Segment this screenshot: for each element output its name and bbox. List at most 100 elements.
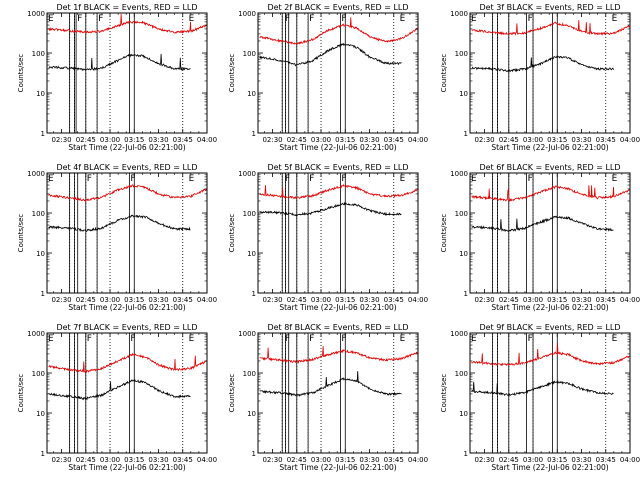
region-marker-e: E bbox=[400, 174, 406, 184]
x-tick-label: 04:00 bbox=[620, 296, 640, 304]
region-marker-f: F bbox=[285, 14, 290, 24]
region-marker-f: F bbox=[130, 334, 135, 344]
region-marker-f: F bbox=[528, 14, 533, 24]
x-axis-label: Start Time (22-Jul-06 02:21:00) bbox=[68, 303, 185, 312]
region-marker-e: E bbox=[400, 334, 406, 344]
y-tick-label: 10 bbox=[36, 90, 45, 98]
x-tick-label: 04:00 bbox=[197, 136, 217, 144]
y-tick-label: 1000 bbox=[27, 170, 45, 178]
region-marker-f: F bbox=[87, 174, 92, 184]
y-tick-label: 100 bbox=[455, 370, 468, 378]
y-tick-label: 10 bbox=[459, 410, 468, 418]
y-tick-label: 1 bbox=[464, 450, 468, 458]
region-marker-f: F bbox=[309, 334, 314, 344]
y-tick-label: 1 bbox=[464, 130, 468, 138]
y-tick-label: 10 bbox=[459, 250, 468, 258]
region-marker-f: F bbox=[309, 14, 314, 24]
events-series-line bbox=[260, 371, 402, 396]
x-axis-label: Start Time (22-Jul-06 02:21:00) bbox=[491, 303, 608, 312]
panel-det-6: Det 6f BLACK = Events, RED = LLDE F E11010… bbox=[440, 163, 640, 312]
y-axis-label: Counts/sec bbox=[440, 374, 448, 413]
y-tick-label: 100 bbox=[243, 370, 256, 378]
panel-title: Det 6f BLACK = Events, RED = LLD bbox=[479, 163, 620, 172]
y-tick-label: 1000 bbox=[27, 330, 45, 338]
lld-series-line bbox=[472, 185, 630, 201]
x-tick-label: 04:00 bbox=[197, 296, 217, 304]
lld-series-line bbox=[260, 17, 418, 44]
y-tick-label: 10 bbox=[247, 410, 256, 418]
y-axis-label: Counts/sec bbox=[17, 374, 25, 413]
x-tick-label: 04:00 bbox=[620, 456, 640, 464]
x-axis-label: Start Time (22-Jul-06 02:21:00) bbox=[491, 143, 608, 152]
region-marker-f: F bbox=[130, 174, 135, 184]
region-marker-f: F bbox=[98, 14, 103, 24]
x-axis-label: Start Time (22-Jul-06 02:21:00) bbox=[68, 463, 185, 472]
lld-series-line bbox=[49, 185, 207, 201]
region-marker-f: F bbox=[285, 174, 290, 184]
panel-det-2: Det 2f BLACK = Events, RED = LLD F F F E 1 10 1… bbox=[228, 3, 428, 152]
events-series-line bbox=[260, 203, 402, 216]
panel-det-7: Det 7f BLACK = Events, RED = LLDE F F E1101… bbox=[17, 323, 217, 472]
y-tick-label: 100 bbox=[243, 210, 256, 218]
panel-title: Det 8f BLACK = Events, RED = LLD bbox=[267, 323, 408, 332]
region-marker-f: F bbox=[528, 174, 533, 184]
x-tick-label: 04:00 bbox=[408, 456, 428, 464]
region-marker-f: F bbox=[341, 334, 346, 344]
y-tick-label: 1 bbox=[41, 130, 45, 138]
x-tick-label: 04:00 bbox=[197, 456, 217, 464]
lld-series-line bbox=[49, 354, 207, 373]
panel-title: Det 5f BLACK = Events, RED = LLD bbox=[267, 163, 408, 172]
region-marker-e: E bbox=[400, 14, 406, 24]
region-marker-e: E bbox=[189, 334, 195, 344]
y-tick-label: 10 bbox=[247, 90, 256, 98]
y-axis-label: Counts/sec bbox=[228, 214, 236, 253]
panel-title: Det 9f BLACK = Events, RED = LLD bbox=[479, 323, 620, 332]
region-marker-f: F bbox=[341, 174, 346, 184]
region-marker-e: E bbox=[612, 14, 618, 24]
panel-det-5: Det 5f BLACK = Events, RED = LLDF F F E1101… bbox=[228, 163, 428, 312]
x-axis-label: Start Time (22-Jul-06 02:21:00) bbox=[68, 143, 185, 152]
y-tick-label: 1000 bbox=[450, 170, 468, 178]
x-axis-label: Start Time (22-Jul-06 02:21:00) bbox=[279, 143, 396, 152]
panel-title: Det 2f BLACK = Events, RED = LLD bbox=[267, 3, 408, 12]
y-tick-label: 100 bbox=[455, 210, 468, 218]
panel-det-8: Det 8f BLACK = Events, RED = LLD F F F E 1 10 1… bbox=[228, 323, 428, 472]
region-marker-f: F bbox=[87, 334, 92, 344]
y-tick-label: 100 bbox=[32, 370, 45, 378]
region-marker-e: E bbox=[189, 174, 195, 184]
region-marker-f: F bbox=[77, 14, 82, 24]
x-axis-label: Start Time (22-Jul-06 02:21:00) bbox=[491, 463, 608, 472]
x-tick-label: 04:00 bbox=[408, 136, 428, 144]
panel-det-4: Det 4f BLACK = Events, RED = LLDE F F E1101… bbox=[17, 163, 217, 312]
y-tick-label: 10 bbox=[36, 250, 45, 258]
y-tick-label: 1 bbox=[41, 290, 45, 298]
y-tick-label: 1000 bbox=[238, 170, 256, 178]
y-axis-label: Counts/sec bbox=[228, 374, 236, 413]
panel-det-9: Det 9f BLACK = Events, RED = LLDE F E11010… bbox=[440, 323, 640, 472]
y-axis-label: Counts/sec bbox=[440, 214, 448, 253]
y-tick-label: 1000 bbox=[238, 330, 256, 338]
region-marker-e: E bbox=[612, 174, 618, 184]
region-marker-e: E bbox=[189, 14, 195, 24]
region-marker-e: E bbox=[612, 334, 618, 344]
panel-title: Det 4f BLACK = Events, RED = LLD bbox=[56, 163, 197, 172]
region-marker-f: F bbox=[285, 334, 290, 344]
events-series-line bbox=[260, 44, 402, 66]
region-marker-f: F bbox=[341, 14, 346, 24]
y-tick-label: 1 bbox=[464, 290, 468, 298]
y-tick-label: 100 bbox=[243, 50, 256, 58]
y-tick-label: 1000 bbox=[450, 330, 468, 338]
panel-title: Det 7f BLACK = Events, RED = LLD bbox=[56, 323, 197, 332]
y-tick-label: 100 bbox=[32, 210, 45, 218]
x-axis-label: Start Time (22-Jul-06 02:21:00) bbox=[279, 463, 396, 472]
detector-rate-plots: Det 1f BLACK = Events, RED = LLDE F F E1101… bbox=[0, 0, 640, 480]
x-tick-label: 04:00 bbox=[620, 136, 640, 144]
region-marker-f: F bbox=[309, 174, 314, 184]
y-axis-label: Counts/sec bbox=[440, 54, 448, 93]
y-tick-label: 10 bbox=[36, 410, 45, 418]
y-tick-label: 1 bbox=[252, 450, 256, 458]
y-tick-label: 100 bbox=[455, 50, 468, 58]
y-tick-label: 1 bbox=[41, 450, 45, 458]
